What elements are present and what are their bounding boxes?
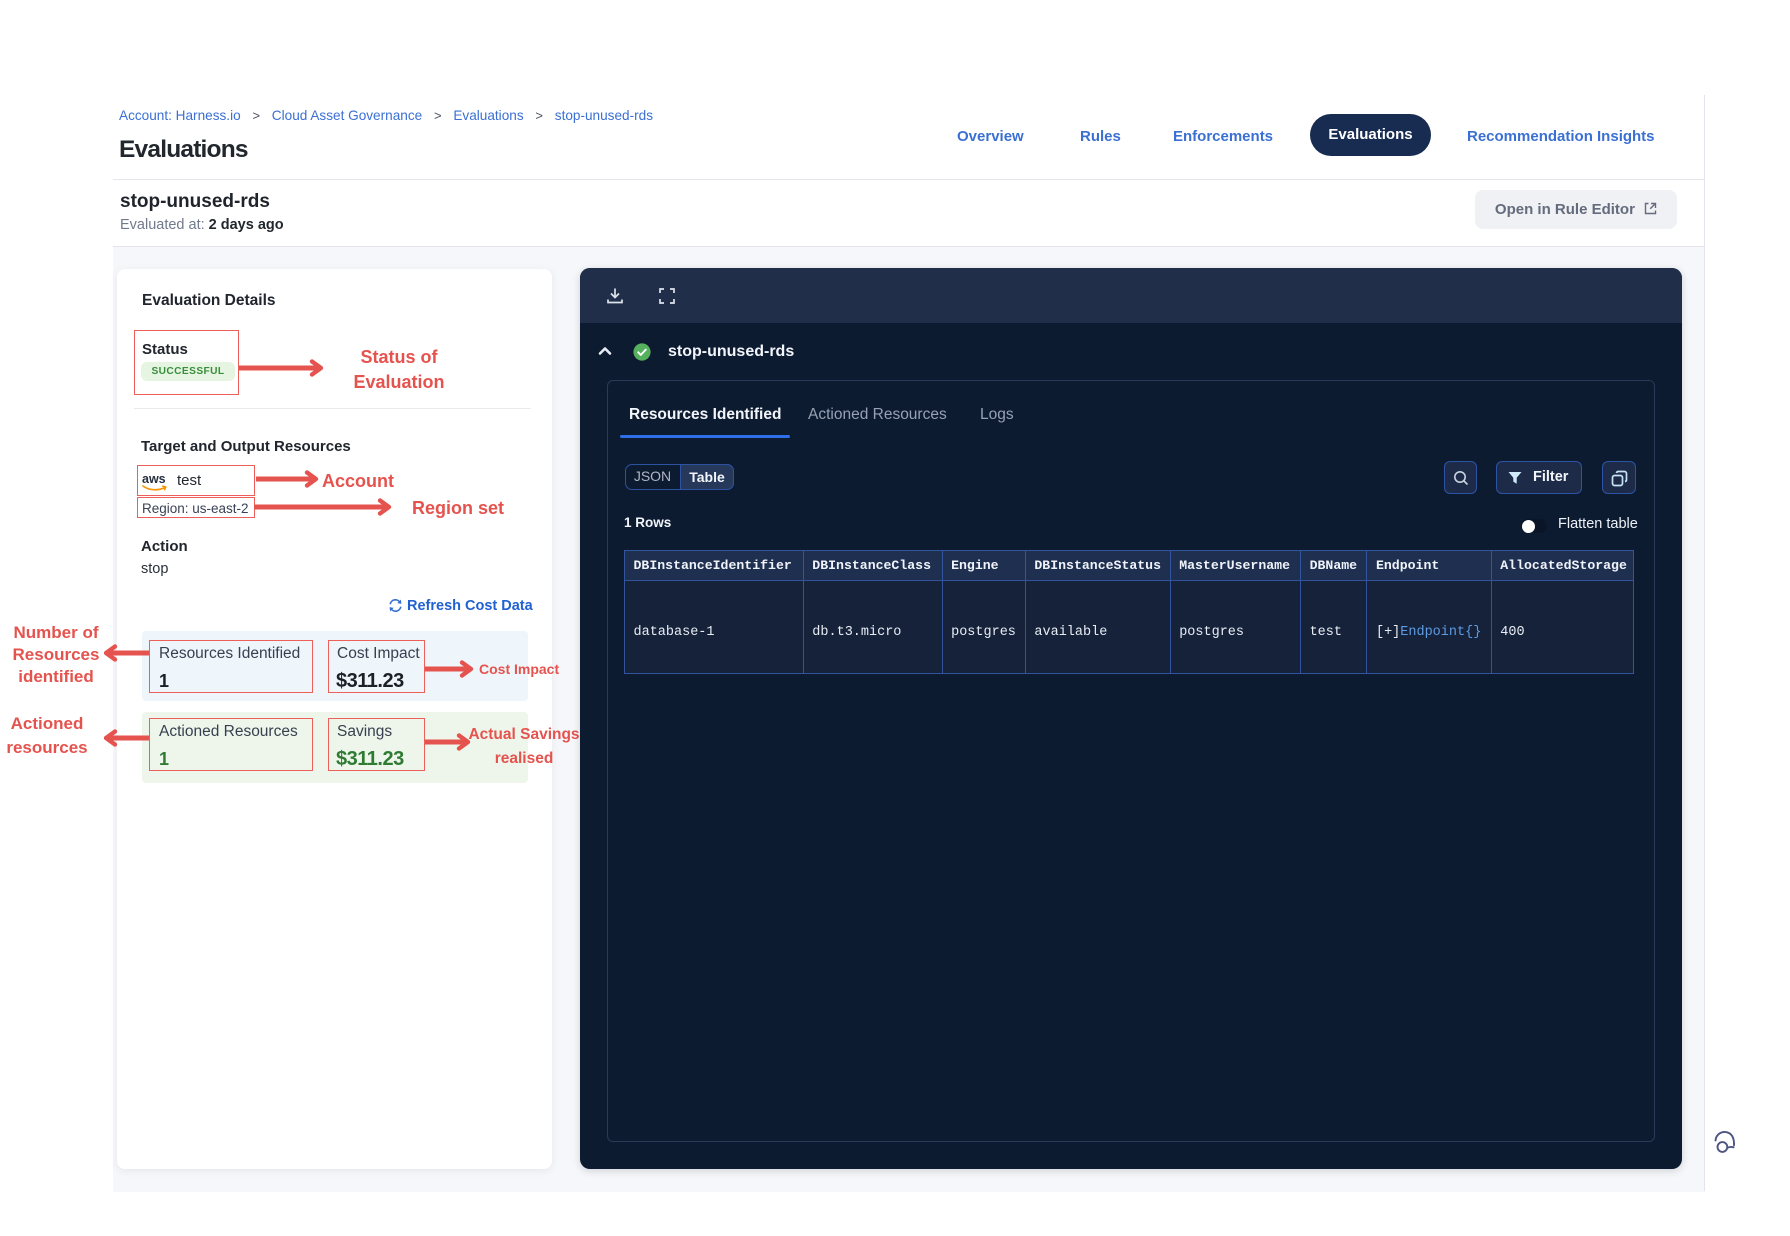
svg-text:aws: aws	[142, 472, 166, 486]
